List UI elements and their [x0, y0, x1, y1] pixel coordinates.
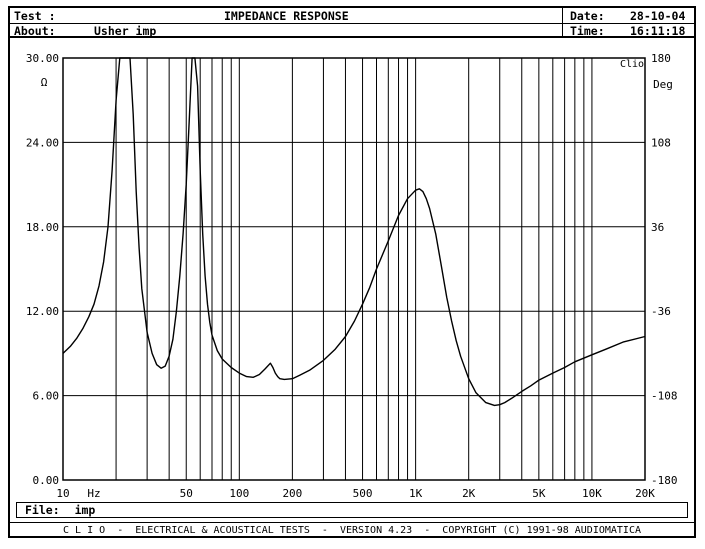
y-tick-label: 24.00: [26, 136, 59, 149]
date-label: Date:: [570, 9, 605, 23]
time-value: 16:11:18: [630, 24, 686, 38]
header-panel: Test : IMPEDANCE RESPONSE Date: 28-10-04…: [8, 6, 696, 38]
y-tick-label: 12.00: [26, 305, 59, 318]
x-axis-label: Hz: [87, 487, 100, 500]
x-tick-label: 10K: [582, 487, 602, 500]
y2-axis-label: Deg: [653, 78, 673, 91]
time-label: Time:: [570, 24, 605, 38]
about-label: About:: [14, 24, 56, 38]
series-layer: [62, 57, 646, 407]
y2-tick-label: 180: [651, 52, 671, 65]
header-row-2: About: Usher imp Time: 16:11:18: [10, 24, 694, 38]
x-tick-label: 50: [180, 487, 193, 500]
file-label: File:: [25, 503, 60, 517]
x-tick-label: 500: [353, 487, 373, 500]
x-tick-label: 200: [282, 487, 302, 500]
plot-border: [62, 57, 646, 481]
y-axis-label: Ω: [41, 76, 48, 89]
x-tick-label: 1K: [409, 487, 423, 500]
y2-tick-label: -108: [651, 390, 678, 403]
header-row-1: Test : IMPEDANCE RESPONSE Date: 28-10-04: [10, 9, 694, 24]
header-divider: [562, 8, 563, 38]
x-tick-label: 100: [229, 487, 249, 500]
test-label: Test :: [14, 9, 56, 23]
x-tick-label: 5K: [532, 487, 546, 500]
about-value: Usher imp: [94, 24, 157, 38]
grid: [62, 57, 646, 481]
footer-bar: C L I O - ELECTRICAL & ACOUSTICAL TESTS …: [8, 522, 696, 539]
x-tick-label: 10: [56, 487, 69, 500]
clio-label: Clio: [620, 59, 644, 70]
file-value: imp: [74, 503, 96, 517]
x-tick-label: 20K: [635, 487, 655, 500]
y-tick-label: 6.00: [33, 390, 60, 403]
y2-tick-label: -180: [651, 474, 678, 487]
file-box: File: imp: [16, 502, 688, 518]
y-tick-label: 18.00: [26, 221, 59, 234]
y2-tick-label: 36: [651, 221, 664, 234]
date-value: 28-10-04: [630, 9, 686, 23]
chart-title: IMPEDANCE RESPONSE: [224, 9, 349, 23]
y-tick-label: 0.00: [33, 474, 60, 487]
tick-labels: 0.00 -180 6.00 -108 12.00 -36 18.00 36 24.00 108 3…: [26, 52, 678, 500]
window-frame: [8, 6, 696, 538]
y-tick-label: 30.00: [26, 52, 59, 65]
y2-tick-label: -36: [651, 305, 671, 318]
impedance-curve: [62, 57, 646, 407]
y2-tick-label: 108: [651, 136, 671, 149]
x-tick-label: 2K: [462, 487, 476, 500]
